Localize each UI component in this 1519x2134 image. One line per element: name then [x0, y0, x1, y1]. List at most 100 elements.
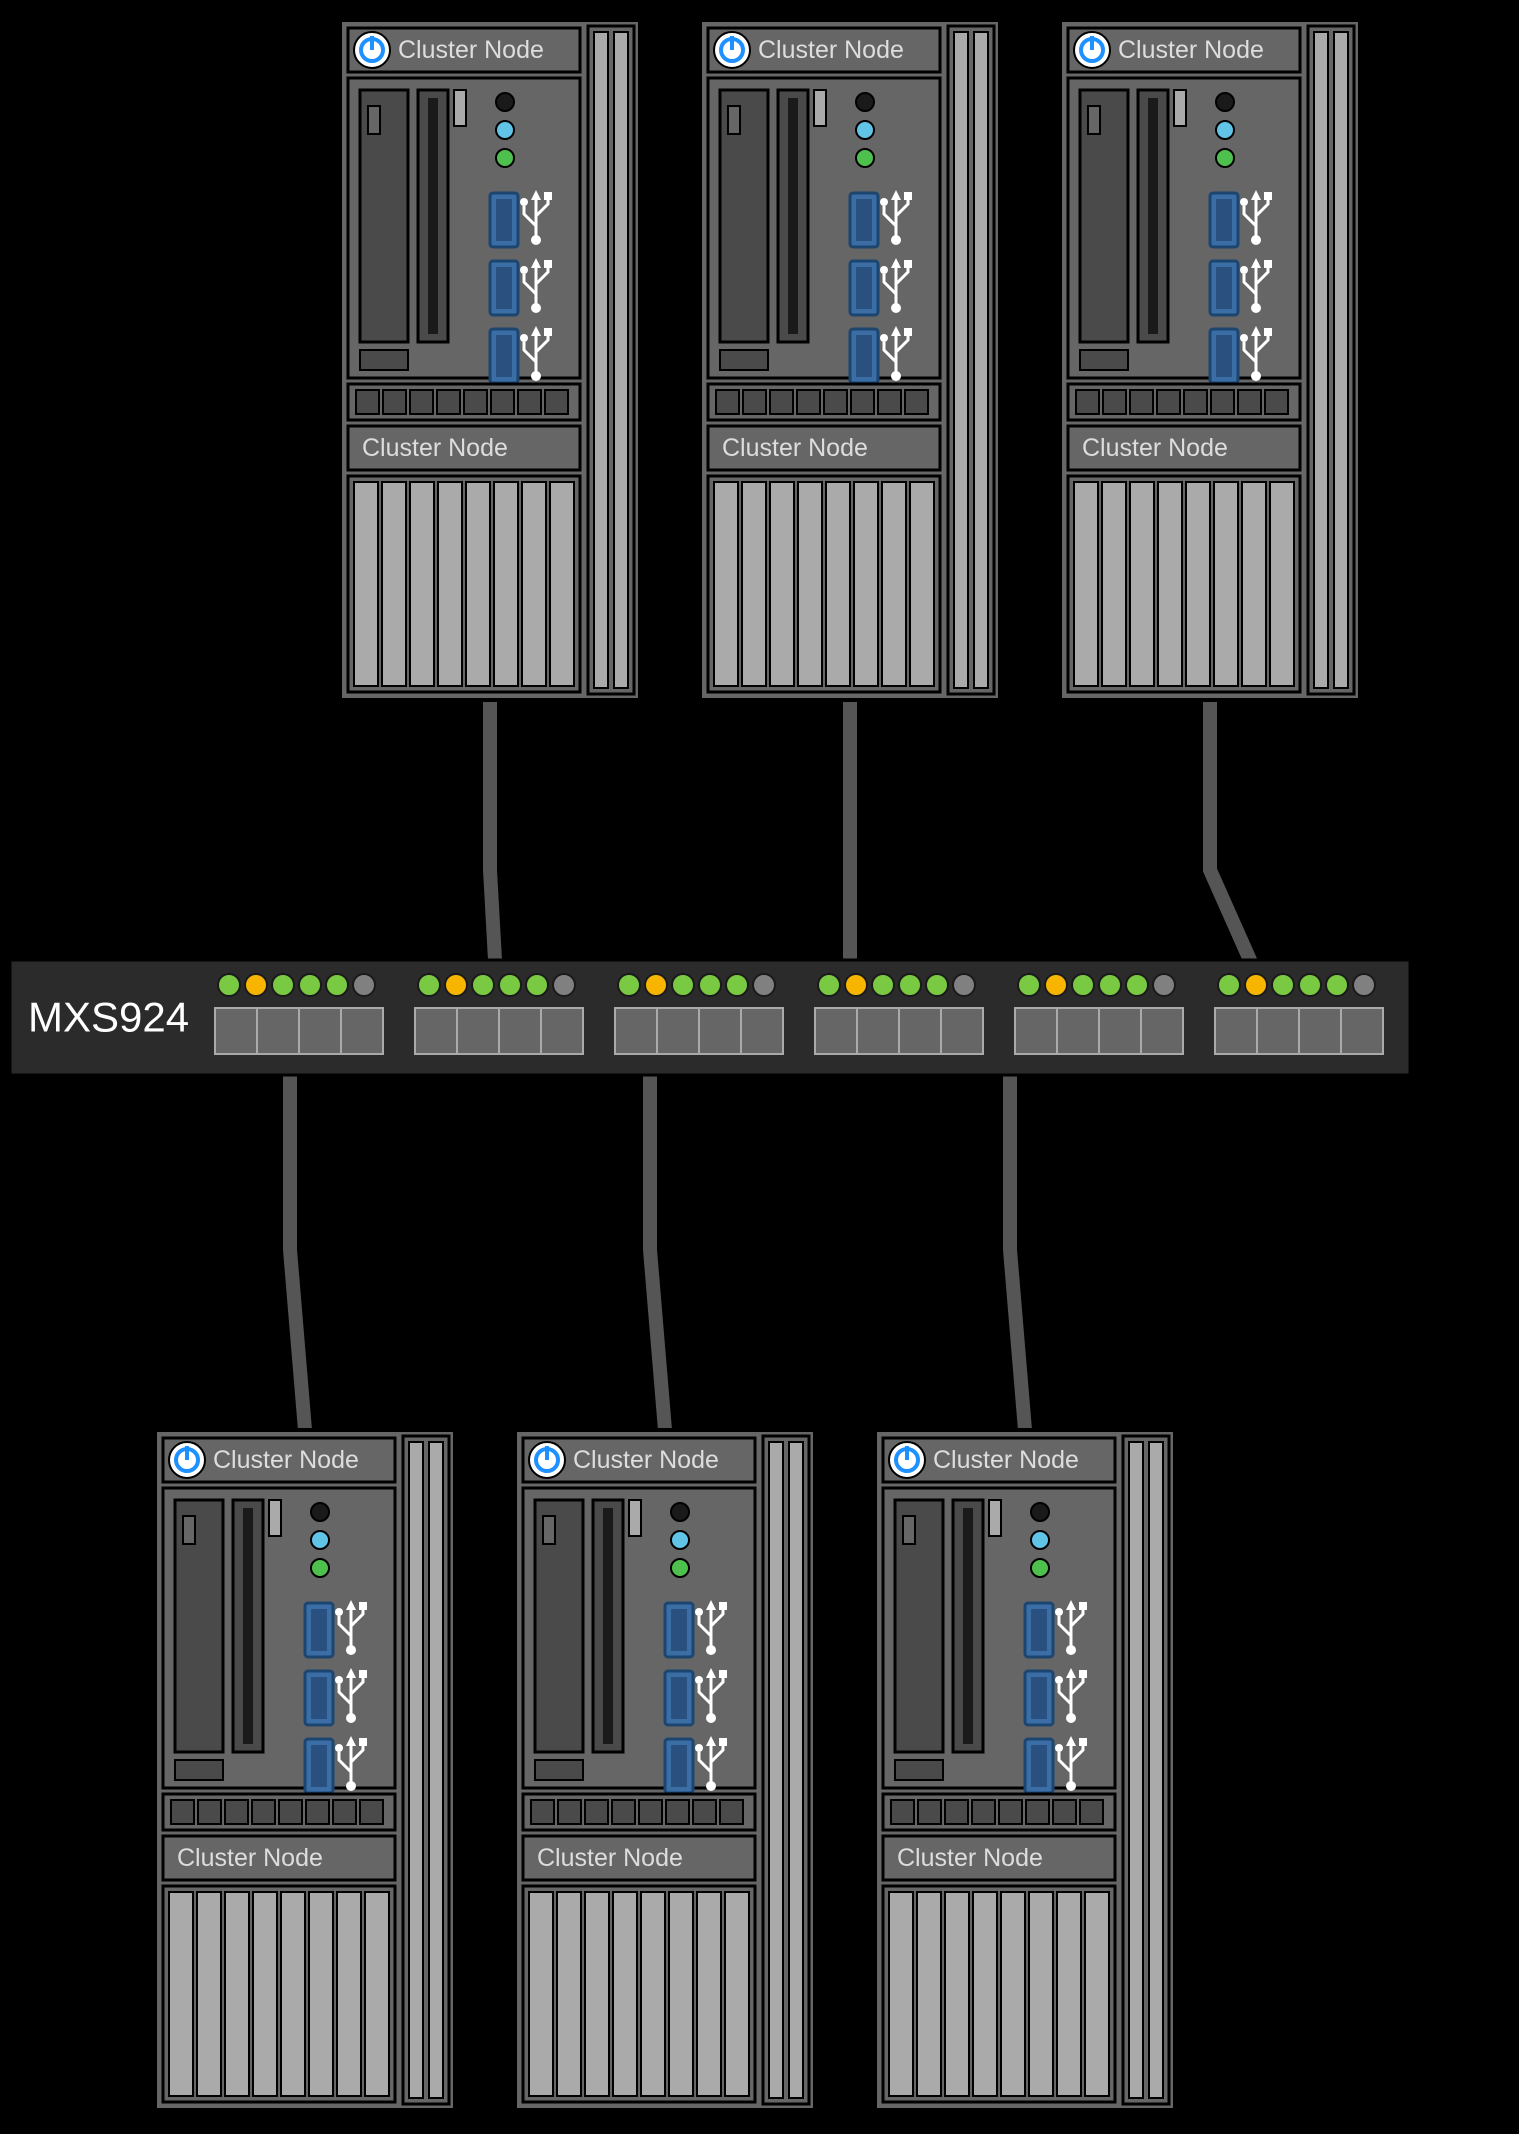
switch-port	[1057, 1008, 1099, 1054]
switch-port	[541, 1008, 583, 1054]
switch-led	[953, 974, 975, 996]
switch-led	[872, 974, 894, 996]
switch-port	[257, 1008, 299, 1054]
vent-slat	[225, 1892, 249, 2096]
usb-port[interactable]	[665, 1671, 693, 1725]
usb-port[interactable]	[305, 1603, 333, 1657]
switch-led	[472, 974, 494, 996]
power-button[interactable]	[714, 32, 750, 68]
node-bottom-2: Cluster Node Cluster Node	[515, 1430, 815, 2110]
usb-port[interactable]	[1210, 329, 1238, 383]
vent-slat	[882, 482, 906, 686]
vent-slat	[1102, 482, 1126, 686]
switch-led	[1126, 974, 1148, 996]
vent-slat	[917, 1892, 941, 2096]
node-bottom-label: Cluster Node	[722, 434, 868, 462]
vent-slat	[1186, 482, 1210, 686]
switch-port	[341, 1008, 383, 1054]
usb-port[interactable]	[1025, 1671, 1053, 1725]
switch-led	[272, 974, 294, 996]
usb-port[interactable]	[665, 1603, 693, 1657]
vent-slat	[365, 1892, 389, 2096]
switch-port-group	[615, 974, 783, 1054]
switch-led	[326, 974, 348, 996]
node-top-2: Cluster Node Cluster Node	[700, 20, 1000, 700]
status-led	[856, 93, 874, 111]
vent-slat	[1074, 482, 1098, 686]
switch-led	[672, 974, 694, 996]
vent-slat	[1029, 1892, 1053, 2096]
switch-mxs924: MXS924	[10, 960, 1410, 1075]
vent-slat	[1057, 1892, 1081, 2096]
switch-port-group	[415, 974, 583, 1054]
status-led	[1031, 1559, 1049, 1577]
vent-slat	[725, 1892, 749, 2096]
switch-port	[899, 1008, 941, 1054]
vent-slat	[309, 1892, 333, 2096]
switch-led	[418, 974, 440, 996]
vent-slat	[669, 1892, 693, 2096]
power-button[interactable]	[529, 1442, 565, 1478]
switch-led	[818, 974, 840, 996]
usb-port[interactable]	[490, 193, 518, 247]
usb-port[interactable]	[490, 329, 518, 383]
switch-port	[815, 1008, 857, 1054]
status-led	[1216, 93, 1234, 111]
usb-port[interactable]	[1210, 261, 1238, 315]
vent-slat	[1214, 482, 1238, 686]
power-button[interactable]	[1074, 32, 1110, 68]
vent-slat	[973, 1892, 997, 2096]
status-led	[671, 1531, 689, 1549]
status-led	[311, 1559, 329, 1577]
switch-led	[218, 974, 240, 996]
status-led	[856, 149, 874, 167]
usb-port[interactable]	[490, 261, 518, 315]
usb-port[interactable]	[1025, 1739, 1053, 1793]
switch-port-group	[1215, 974, 1383, 1054]
cable	[490, 700, 495, 960]
node-bottom-3: Cluster NodeCluster Node	[875, 1430, 1175, 2110]
switch-led	[699, 974, 721, 996]
power-button[interactable]	[169, 1442, 205, 1478]
usb-port[interactable]	[1210, 193, 1238, 247]
usb-port[interactable]	[850, 329, 878, 383]
node-top-label: Cluster Node	[573, 1446, 719, 1474]
vent-slat	[585, 1892, 609, 2096]
vent-slat	[382, 482, 406, 686]
usb-port[interactable]	[850, 193, 878, 247]
node-bottom-label: Cluster Node	[1082, 434, 1228, 462]
switch-led	[526, 974, 548, 996]
node-top-label: Cluster Node	[758, 36, 904, 64]
switch-led	[353, 974, 375, 996]
vent-slat	[770, 482, 794, 686]
usb-port[interactable]	[665, 1739, 693, 1793]
switch-port-group	[215, 974, 383, 1054]
usb-port[interactable]	[305, 1739, 333, 1793]
usb-port[interactable]	[305, 1671, 333, 1725]
vent-slat	[641, 1892, 665, 2096]
switch-led	[1299, 974, 1321, 996]
node-bottom-label: Cluster Node	[362, 434, 508, 462]
switch-port-group	[815, 974, 983, 1054]
usb-port[interactable]	[1025, 1603, 1053, 1657]
switch-led	[645, 974, 667, 996]
vent-slat	[613, 1892, 637, 2096]
vent-slat	[337, 1892, 361, 2096]
power-button[interactable]	[889, 1442, 925, 1478]
status-led	[671, 1503, 689, 1521]
status-led	[1216, 149, 1234, 167]
vent-slat	[494, 482, 518, 686]
vent-slat	[1242, 482, 1266, 686]
switch-led	[1153, 974, 1175, 996]
power-button[interactable]	[354, 32, 390, 68]
switch-port	[657, 1008, 699, 1054]
vent-slat	[281, 1892, 305, 2096]
status-led	[1031, 1503, 1049, 1521]
status-led	[496, 149, 514, 167]
switch-led	[299, 974, 321, 996]
vent-slat	[1158, 482, 1182, 686]
switch-led	[1018, 974, 1040, 996]
node-bottom-label: Cluster Node	[537, 1844, 683, 1872]
node-top-3: Cluster NodeCluster Node	[1060, 20, 1360, 700]
usb-port[interactable]	[850, 261, 878, 315]
